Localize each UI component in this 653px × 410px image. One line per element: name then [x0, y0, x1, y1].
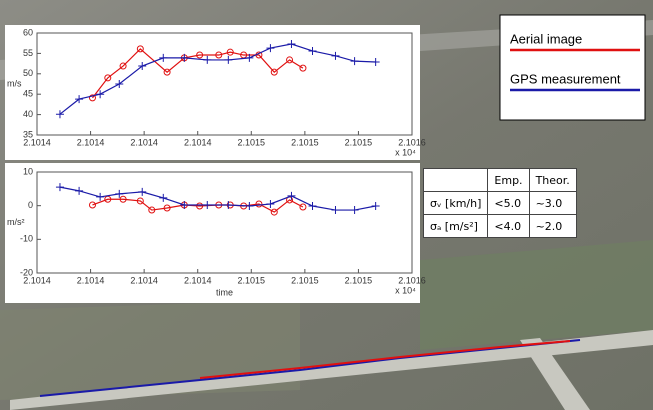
- x-tick-label: 2.1016: [398, 137, 426, 147]
- row-label: σᵥ [km/h]: [424, 192, 488, 215]
- x-tick-label: 2.1015: [238, 275, 266, 285]
- cell: <4.0: [488, 215, 529, 238]
- x-tick-label: 2.1014: [184, 275, 212, 285]
- y-tick-label: 0: [28, 200, 33, 210]
- y-tick-label: 40: [23, 109, 33, 119]
- table-row: σₐ [m/s²]<4.0~2.0: [424, 215, 577, 238]
- table-header: Emp.Theor.: [424, 169, 577, 192]
- y-axis-label: m/s: [7, 78, 22, 88]
- x-tick-label: 2.1014: [23, 137, 51, 147]
- x-tick-label: 2.1014: [130, 275, 158, 285]
- cell: ~2.0: [529, 215, 576, 238]
- x-tick-label: 2.1015: [291, 275, 319, 285]
- x-tick-label: 2.1014: [77, 275, 105, 285]
- legend-label: Aerial image: [510, 31, 582, 46]
- x-multiplier: x 10⁴: [395, 147, 416, 157]
- y-tick-label: 55: [23, 48, 33, 58]
- page: 3540455055602.10142.10142.10142.10142.10…: [0, 0, 653, 410]
- x-tick-label: 2.1014: [184, 137, 212, 147]
- x-tick-label: 2.1014: [130, 137, 158, 147]
- x-tick-label: 2.1015: [291, 137, 319, 147]
- cell: <5.0: [488, 192, 529, 215]
- table-row: σᵥ [km/h]<5.0~3.0: [424, 192, 577, 215]
- y-tick-label: 10: [23, 166, 33, 176]
- x-tick-label: 2.1014: [77, 137, 105, 147]
- cell: ~3.0: [529, 192, 576, 215]
- y-axis-label: m/s²: [7, 217, 25, 227]
- row-label: σₐ [m/s²]: [424, 215, 488, 238]
- x-tick-label: 2.1015: [238, 137, 266, 147]
- x-tick-label: 2.1014: [23, 275, 51, 285]
- header-cell: Theor.: [529, 169, 576, 192]
- y-tick-label: 50: [23, 68, 33, 78]
- x-tick-label: 2.1015: [345, 275, 373, 285]
- y-tick-label: -10: [20, 234, 33, 244]
- y-tick-label: 60: [23, 27, 33, 37]
- cell: [424, 169, 488, 192]
- x-tick-label: 2.1015: [345, 137, 373, 147]
- y-tick-label: 45: [23, 89, 33, 99]
- x-multiplier: x 10⁴: [395, 285, 416, 295]
- x-axis-label: time: [216, 287, 233, 297]
- x-tick-label: 2.1016: [398, 275, 426, 285]
- stats-table: Emp.Theor. σᵥ [km/h]<5.0~3.0 σₐ [m/s²]<4…: [423, 168, 577, 238]
- legend-label: GPS measurement: [510, 71, 621, 86]
- header-cell: Emp.: [488, 169, 529, 192]
